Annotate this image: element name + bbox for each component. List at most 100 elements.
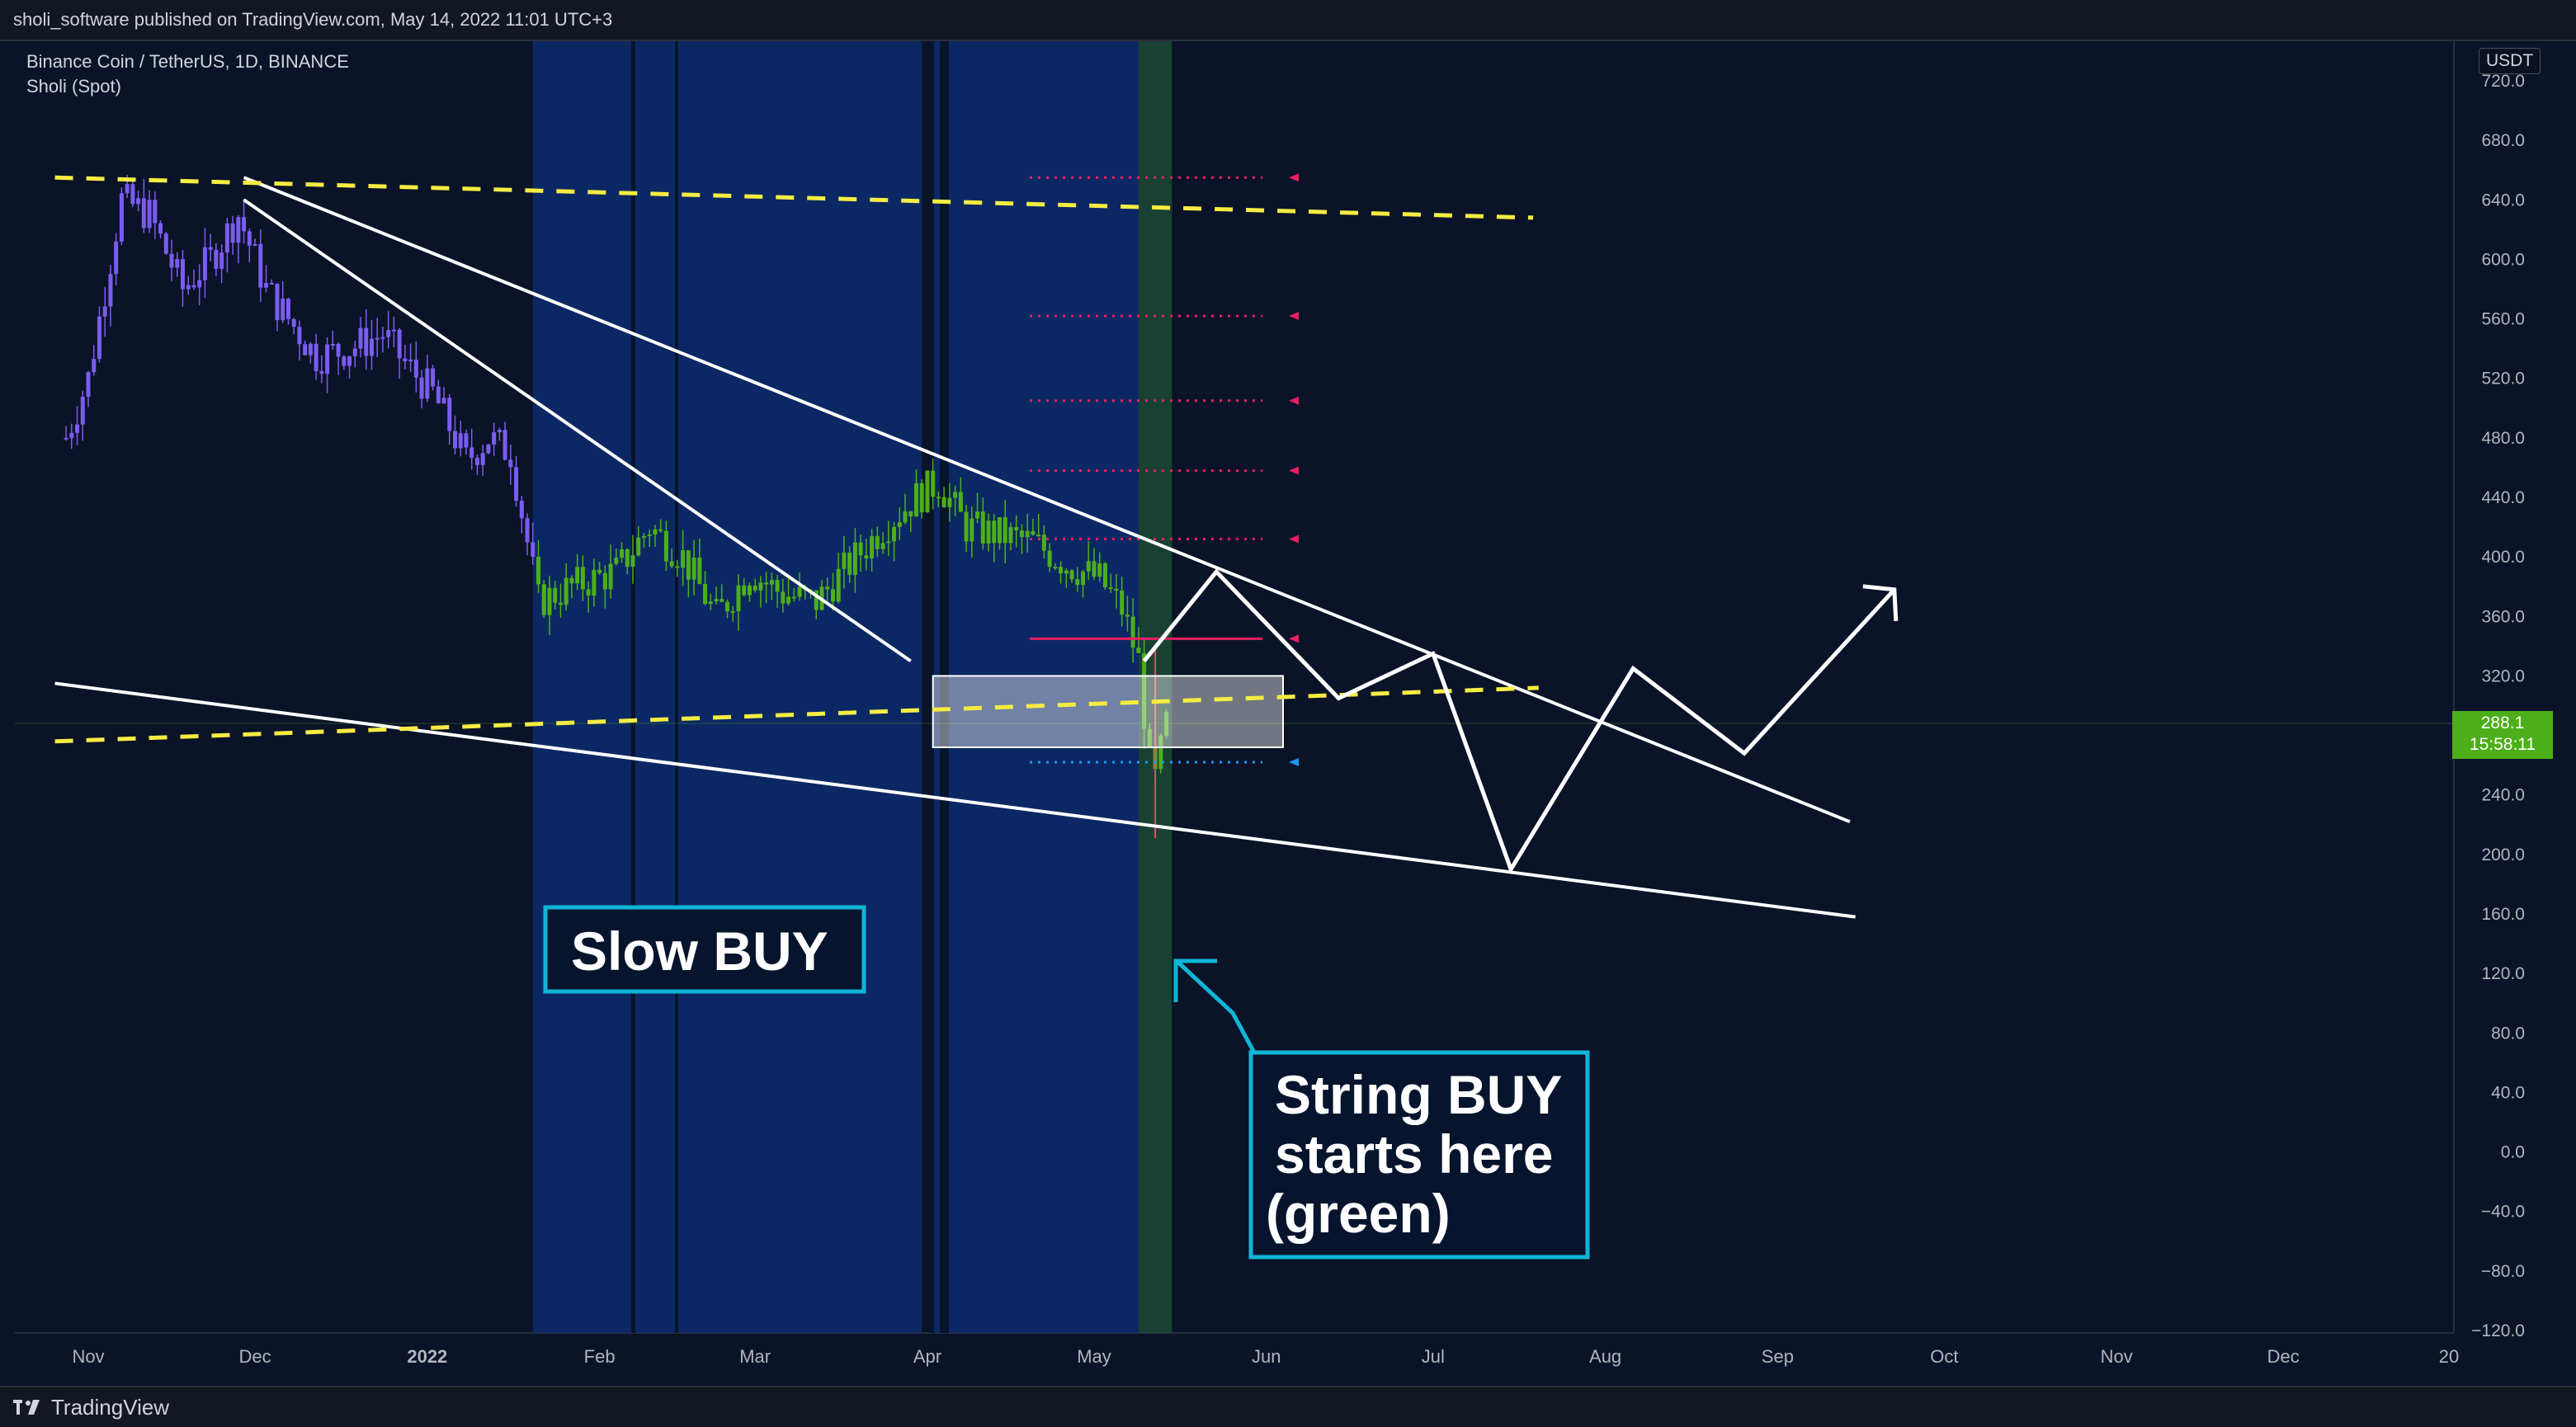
time-tick: Nov	[72, 1346, 104, 1367]
candle-body	[1086, 561, 1091, 572]
candle-body	[852, 542, 857, 575]
candle-body	[80, 396, 85, 425]
support-zone	[932, 675, 1284, 749]
candle-body	[925, 470, 930, 513]
candle-body	[97, 316, 101, 360]
shaded-periods	[532, 41, 1172, 1333]
candle-body	[747, 585, 752, 596]
candle-body	[625, 549, 630, 568]
price-tick: 440.0	[2481, 488, 2525, 507]
candle-body	[998, 516, 1003, 544]
candle-body	[441, 398, 446, 403]
candle-body	[102, 306, 107, 317]
price-tick: 80.0	[2491, 1024, 2525, 1043]
candle-body	[658, 529, 663, 531]
candle-body	[781, 591, 786, 604]
candle-body	[425, 368, 430, 399]
candle-body	[697, 557, 702, 584]
candle-body	[897, 522, 902, 527]
candle-body	[1064, 570, 1069, 574]
candle-body	[86, 372, 91, 397]
candle-body	[675, 566, 680, 568]
publish-header: sholi_software published on TradingView.…	[0, 0, 2576, 41]
candle-body	[75, 424, 80, 433]
candle-body	[580, 567, 585, 590]
candle-body	[141, 198, 146, 228]
candle-body	[525, 518, 530, 543]
candle-body	[908, 511, 913, 517]
buy-zone-box	[932, 675, 1284, 749]
chart-area[interactable]: Slow BUY String BUY starts here (green) 720…	[0, 41, 2576, 1386]
candle-body	[508, 459, 513, 468]
price-tick: 560.0	[2481, 310, 2525, 329]
currency-label[interactable]: USDT	[2479, 48, 2541, 74]
price-tick: 680.0	[2481, 131, 2525, 150]
candle-body	[480, 453, 485, 465]
candle-body	[1130, 616, 1135, 648]
shaded-period-1	[932, 41, 1139, 1333]
candle-body	[653, 529, 658, 535]
candle-body	[980, 511, 985, 544]
time-tick: Nov	[2101, 1346, 2133, 1367]
candle-body	[230, 223, 235, 243]
candle-body	[1041, 535, 1046, 551]
candle-body	[1059, 567, 1064, 574]
candle-body	[1031, 530, 1036, 535]
time-axis-background	[0, 1333, 2454, 1386]
candles	[64, 174, 1169, 839]
candle-body	[458, 433, 463, 449]
candle-body	[197, 280, 202, 288]
candle-body	[630, 555, 635, 568]
candle-body	[714, 599, 719, 602]
candle-body	[564, 577, 569, 605]
candle-body	[1003, 516, 1007, 544]
candle-body	[730, 611, 735, 614]
slow-buy-label: Slow BUY	[571, 921, 828, 982]
candle-body	[285, 299, 290, 319]
candle-body	[592, 569, 597, 596]
time-tick: May	[1077, 1346, 1111, 1367]
projection-line	[1142, 568, 1896, 874]
price-tick: 240.0	[2481, 786, 2525, 805]
candle-body	[291, 318, 296, 327]
level-marker-2	[1289, 396, 1299, 405]
strong-buy-arrow	[1174, 958, 1257, 1054]
candle-body	[308, 343, 313, 356]
candle-body	[202, 247, 207, 280]
candle-body	[92, 359, 97, 373]
candle-body	[436, 386, 441, 403]
candle-body	[469, 447, 474, 459]
candle-body	[236, 217, 241, 243]
candle-body	[431, 368, 436, 387]
candle-body	[1014, 526, 1019, 531]
shade-separator-1	[675, 41, 678, 1333]
price-tick: 400.0	[2481, 548, 2525, 567]
candle-body	[314, 343, 318, 371]
candle-body	[147, 200, 152, 228]
shade-separator-0	[631, 41, 635, 1333]
candle-body	[130, 184, 135, 205]
candle-body	[191, 285, 196, 288]
price-tick: −120.0	[2471, 1321, 2525, 1340]
candle-body	[175, 259, 180, 268]
candle-body	[219, 252, 224, 269]
trendlines	[54, 175, 1856, 919]
last-price: 288.1	[2480, 714, 2525, 732]
candle-body	[986, 520, 991, 544]
candle-body	[1114, 588, 1119, 591]
candle-body	[775, 580, 780, 592]
candle-body	[1158, 735, 1163, 770]
candle-body	[1164, 711, 1169, 736]
candle-body	[342, 356, 347, 366]
candle-body	[1102, 563, 1107, 588]
time-tick: Sep	[1762, 1346, 1794, 1367]
candle-body	[719, 599, 724, 602]
candle-body	[1125, 615, 1130, 617]
price-tick: 320.0	[2481, 666, 2525, 685]
time-tick: Oct	[1930, 1346, 1958, 1367]
candle-body	[1081, 571, 1086, 586]
candle-body	[169, 253, 174, 268]
candle-body	[880, 543, 885, 549]
candle-body	[364, 327, 369, 356]
